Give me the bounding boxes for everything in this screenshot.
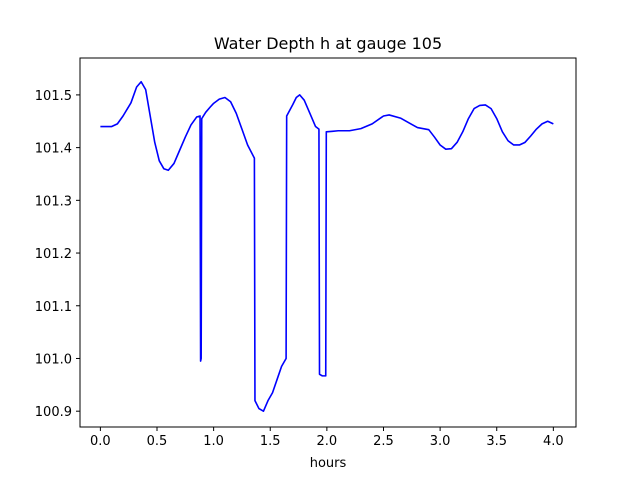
x-tick-label: 4.0 — [543, 434, 564, 449]
x-tick-label: 1.5 — [260, 434, 281, 449]
x-tick-label: 2.5 — [373, 434, 394, 449]
y-tick-label: 101.4 — [35, 142, 72, 157]
y-axis: 100.9 101.0 101.1 101.2 101.3 101.4 101.5 — [35, 89, 80, 420]
y-tick-label: 101.3 — [35, 194, 72, 209]
x-tick-label: 3.0 — [430, 434, 451, 449]
chart-title: Water Depth h at gauge 105 — [214, 34, 442, 53]
y-tick-label: 101.0 — [35, 352, 72, 367]
plot-frame — [79, 57, 577, 428]
x-tick-label: 3.5 — [486, 434, 507, 449]
x-axis-label: hours — [310, 456, 347, 471]
x-axis: 0.0 0.5 1.0 1.5 2.0 2.5 3.0 3.5 4.0 — [90, 427, 564, 449]
x-tick-label: 2.0 — [317, 434, 338, 449]
series-line-0 — [100, 80, 554, 412]
x-tick-label: 1.0 — [203, 434, 224, 449]
y-tick-label: 101.5 — [35, 89, 72, 104]
x-tick-label: 0.0 — [90, 434, 111, 449]
y-tick-label: 101.2 — [35, 247, 72, 262]
y-tick-label: 100.9 — [35, 405, 72, 420]
x-tick-label: 0.5 — [147, 434, 168, 449]
plot-area — [100, 80, 554, 412]
y-tick-label: 101.1 — [35, 300, 72, 315]
